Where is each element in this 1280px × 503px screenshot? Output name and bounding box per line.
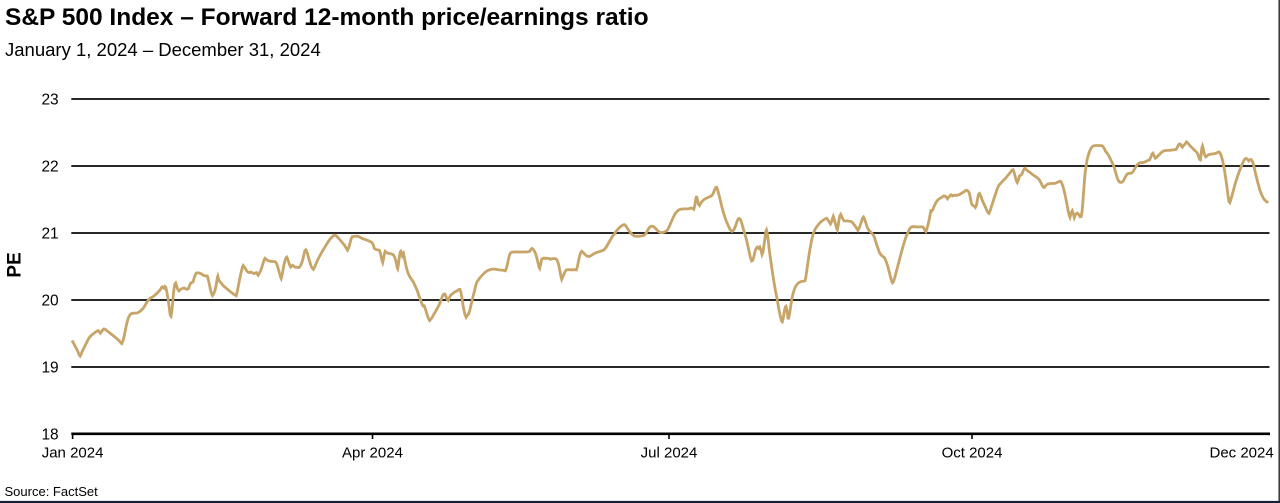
- svg-text:PE: PE: [5, 252, 26, 277]
- svg-text:Oct 2024: Oct 2024: [942, 444, 1003, 461]
- svg-text:23: 23: [41, 92, 58, 109]
- svg-text:21: 21: [41, 226, 58, 243]
- svg-text:Jan 2024: Jan 2024: [42, 444, 104, 461]
- svg-text:Jul 2024: Jul 2024: [641, 444, 698, 461]
- svg-text:19: 19: [41, 360, 58, 377]
- svg-text:Dec 2024: Dec 2024: [1209, 444, 1273, 461]
- svg-text:Apr 2024: Apr 2024: [342, 444, 403, 461]
- svg-text:18: 18: [41, 427, 58, 444]
- svg-text:Source: FactSet: Source: FactSet: [5, 484, 99, 499]
- svg-text:22: 22: [41, 159, 58, 176]
- svg-text:20: 20: [41, 293, 59, 310]
